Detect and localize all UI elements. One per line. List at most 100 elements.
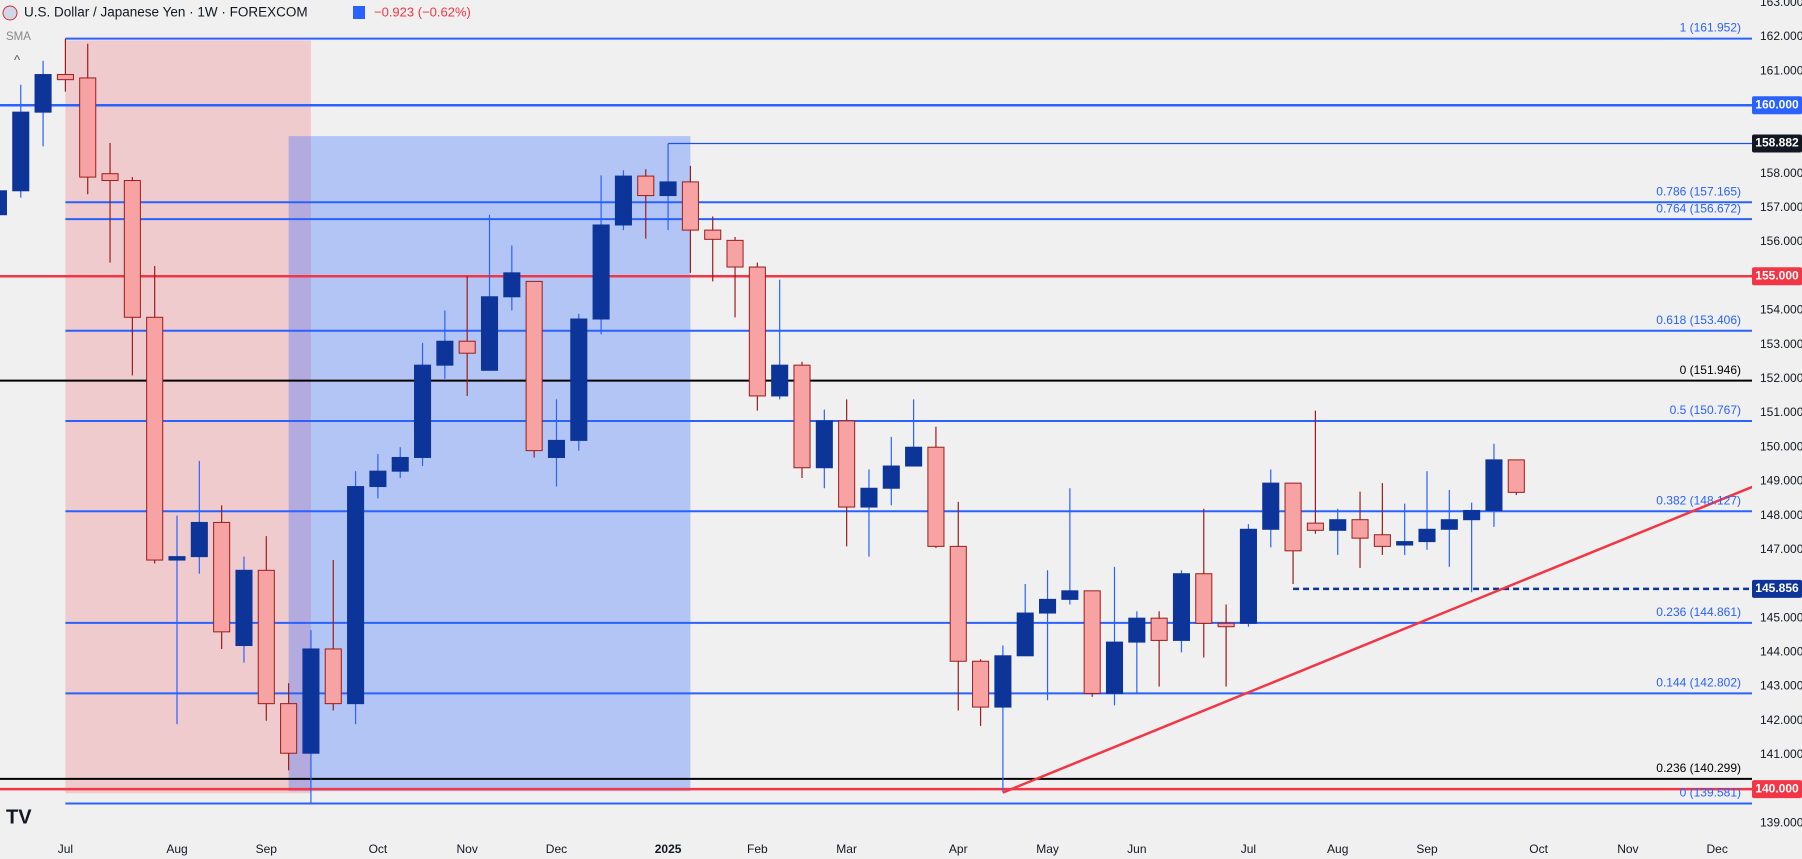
price-box-label: 155.000 xyxy=(1755,268,1799,282)
level-label: 1 (161.952) xyxy=(1680,21,1741,35)
candle-body xyxy=(1172,573,1191,641)
indicator[interactable]: SMA xyxy=(6,31,31,43)
symbol-title: U.S. Dollar / Japanese Yen · 1W · FOREXC… xyxy=(24,5,308,20)
candle-body xyxy=(458,340,476,354)
x-tick-label: Oct xyxy=(1529,842,1548,856)
candle-body xyxy=(592,224,610,320)
candle-body xyxy=(838,420,856,508)
candle-body xyxy=(637,175,655,197)
candle-body xyxy=(614,175,632,226)
candle-body xyxy=(1507,459,1525,493)
price-box xyxy=(1752,579,1802,598)
price-box xyxy=(1752,96,1802,115)
y-tick-label: 139.000 xyxy=(1760,815,1802,829)
candle-body xyxy=(1418,528,1436,543)
y-tick-label: 148.000 xyxy=(1760,508,1802,522)
candle-body xyxy=(860,487,878,508)
symbol-flag xyxy=(2,5,18,21)
candle-body xyxy=(1239,528,1257,624)
candle-body xyxy=(1262,482,1280,530)
x-tick-label: Sep xyxy=(256,842,278,856)
x-tick-label: Jun xyxy=(1127,842,1146,856)
x-tick-label: Mar xyxy=(836,842,857,856)
x-tick-label: Nov xyxy=(457,842,478,856)
y-tick-label: 143.000 xyxy=(1760,679,1802,693)
y-tick-label: 158.000 xyxy=(1760,166,1802,180)
y-tick-label: 147.000 xyxy=(1760,542,1802,556)
y-tick-label: 162.000 xyxy=(1760,29,1802,43)
candle-body xyxy=(146,316,164,561)
y-tick-label: 142.000 xyxy=(1760,713,1802,727)
flag-icon[interactable] xyxy=(353,6,365,19)
candle-body xyxy=(771,364,789,397)
y-tick-label: 153.000 xyxy=(1760,337,1802,351)
logo: TV xyxy=(6,806,32,828)
candle-body xyxy=(12,111,30,192)
candle-body xyxy=(123,180,141,318)
price-box xyxy=(1752,780,1802,799)
candle-body xyxy=(1463,509,1481,521)
candle-body xyxy=(1217,622,1235,628)
level-label: 0.236 (144.861) xyxy=(1656,605,1741,619)
candle-body xyxy=(659,181,677,197)
x-tick-label: Oct xyxy=(369,842,388,856)
x-tick-label: Jul xyxy=(1241,842,1256,856)
y-tick-label: 156.000 xyxy=(1760,234,1802,248)
price-box-label: 160.000 xyxy=(1755,97,1799,111)
candle-body xyxy=(503,272,521,298)
level-label: 0.764 (156.672) xyxy=(1656,201,1741,215)
candle-body xyxy=(1150,617,1168,641)
y-tick-label: 150.000 xyxy=(1760,439,1802,453)
level-label: 0.786 (157.165) xyxy=(1656,184,1741,198)
trendline xyxy=(1002,485,1752,794)
candle-body xyxy=(905,446,923,467)
candle-body xyxy=(1329,519,1347,531)
y-tick-label: 149.000 xyxy=(1760,474,1802,488)
candle-body xyxy=(347,486,365,705)
level-label: 0 (151.946) xyxy=(1680,363,1741,377)
level-label: 0 (139.581) xyxy=(1680,786,1741,800)
y-tick-label: 141.000 xyxy=(1760,747,1802,761)
candle-body xyxy=(1373,534,1391,547)
candle-body xyxy=(235,569,253,647)
y-tick-label: 161.000 xyxy=(1760,63,1802,77)
x-tick-label: 2025 xyxy=(655,842,682,856)
y-tick-label: 152.000 xyxy=(1760,371,1802,385)
candle-body xyxy=(101,173,119,182)
x-tick-label: Dec xyxy=(1707,842,1728,856)
candle-body xyxy=(56,74,74,81)
candle-body xyxy=(1306,522,1324,531)
candle-body xyxy=(480,296,499,371)
level-label: 0.5 (150.767) xyxy=(1670,403,1741,417)
candle-body xyxy=(1284,482,1302,552)
collapse-button[interactable]: ^ xyxy=(14,52,21,67)
change: −0.923 (−0.62%) xyxy=(374,4,471,19)
candle-body xyxy=(391,456,409,472)
candle-body xyxy=(525,280,543,452)
candle-body xyxy=(0,190,7,216)
level-label: 0.144 (142.802) xyxy=(1656,676,1741,690)
candle-body xyxy=(168,556,186,561)
candle-body xyxy=(190,521,208,558)
candle-body xyxy=(972,660,990,708)
plot-area xyxy=(0,37,1752,805)
candle-body xyxy=(1039,598,1057,614)
candle-body xyxy=(1128,617,1146,643)
candle-body xyxy=(681,181,699,231)
x-tick-label: Dec xyxy=(546,842,567,856)
price-box-label: 145.856 xyxy=(1755,581,1799,595)
candle-body xyxy=(1396,541,1414,546)
level-label: 0.236 (140.299) xyxy=(1656,761,1741,775)
candle-body xyxy=(280,703,298,754)
candle-body xyxy=(324,648,342,705)
candle-body xyxy=(213,521,231,633)
x-tick-label: Nov xyxy=(1617,842,1638,856)
candle-body xyxy=(1016,612,1034,657)
candle-body xyxy=(1440,519,1458,530)
x-tick-label: Sep xyxy=(1416,842,1438,856)
y-tick-label: 145.000 xyxy=(1760,610,1802,624)
price-box-label: 158.882 xyxy=(1755,136,1799,150)
x-tick-label: May xyxy=(1036,842,1059,856)
candle-body xyxy=(748,266,766,397)
